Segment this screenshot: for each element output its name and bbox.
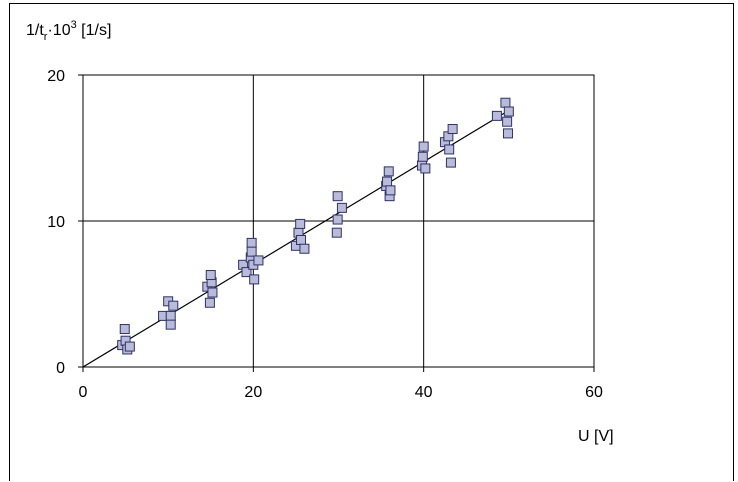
data-point-9: [168, 300, 179, 311]
x-tick-label-2: 40: [415, 384, 433, 401]
x-tick-label-3: 60: [585, 384, 603, 401]
data-point-31: [336, 202, 347, 213]
data-point-44: [445, 157, 456, 168]
x-tick-label-1: 20: [244, 384, 262, 401]
y-tick-label-1: 10: [47, 214, 65, 231]
data-point-26: [296, 234, 307, 245]
tick-labels: 0 20 40 60 0 10 20: [47, 68, 603, 401]
data-point-16: [241, 267, 252, 278]
data-point-8: [165, 319, 176, 330]
y-tick-label-0: 0: [56, 360, 65, 377]
x-tick-label-0: 0: [79, 384, 88, 401]
data-points: [117, 97, 514, 355]
data-point-47: [500, 97, 511, 108]
data-point-19: [246, 246, 257, 257]
data-point-40: [420, 163, 431, 174]
data-point-43: [444, 144, 455, 155]
data-point-13: [205, 270, 216, 281]
data-point-21: [249, 274, 260, 285]
data-point-34: [383, 166, 394, 177]
data-point-28: [331, 227, 342, 238]
x-axis-title: U [V]: [578, 428, 614, 445]
data-point-7: [165, 310, 176, 321]
data-point-25: [295, 218, 306, 229]
data-point-50: [503, 106, 514, 117]
data-point-38: [417, 151, 428, 162]
data-point-27: [299, 243, 310, 254]
data-point-48: [502, 116, 513, 127]
data-point-14: [207, 287, 218, 298]
data-point-36: [385, 185, 396, 196]
data-point-30: [332, 191, 343, 202]
data-point-1: [119, 324, 130, 335]
data-point-18: [246, 237, 257, 248]
data-point-49: [502, 128, 513, 139]
data-point-22: [253, 255, 264, 266]
chart-frame: [9, 3, 734, 481]
data-point-11: [204, 297, 215, 308]
data-point-29: [332, 214, 343, 225]
fit-line: [82, 112, 505, 368]
data-point-33: [382, 176, 393, 187]
data-point-45: [447, 124, 458, 135]
y-tick-label-2: 20: [47, 68, 65, 85]
fit-line-group: [82, 112, 505, 368]
y-axis-title: 1/tr·103 [1/s]: [26, 19, 111, 43]
data-point-39: [418, 141, 429, 152]
data-point-4: [124, 341, 135, 352]
data-point-46: [491, 110, 502, 121]
